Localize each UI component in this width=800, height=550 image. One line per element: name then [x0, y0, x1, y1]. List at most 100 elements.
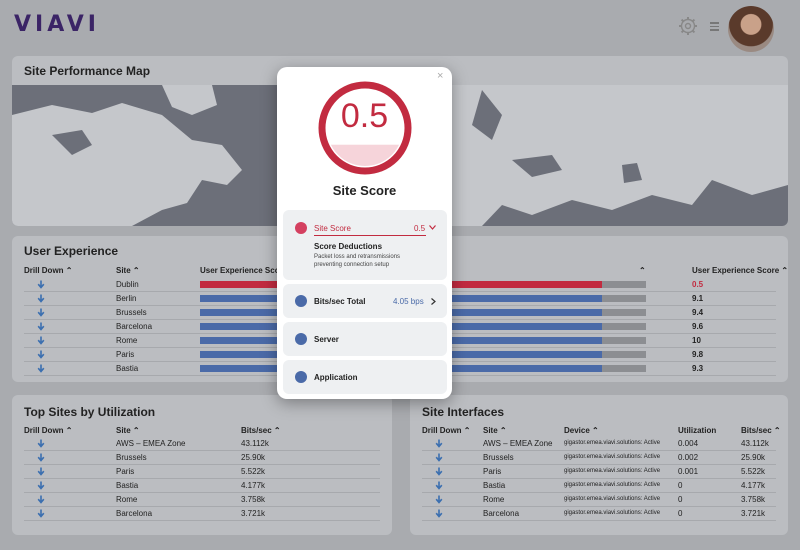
si-site-cell: Bastia — [483, 481, 506, 490]
menu-icon[interactable] — [710, 22, 719, 31]
site-score-title: Site Score — [332, 183, 397, 198]
si-header-site[interactable]: Site ⌃ — [483, 426, 507, 435]
row-divider — [24, 492, 380, 493]
si-device-cell: gigastor.emea.viavi.solutions: Active — [564, 454, 661, 460]
ux-score-bar-right — [452, 281, 602, 288]
ux-score-value: 9.4 — [692, 308, 704, 317]
site-score-panel[interactable]: Site Score 0.5 Score Deductions Packet l… — [283, 210, 447, 280]
ts-bits-cell: 5.522k — [241, 467, 266, 476]
si-utilization-cell: 0 — [678, 509, 683, 518]
drill-down-arrow-icon[interactable] — [37, 336, 45, 345]
ux-header-score[interactable]: User Experience Score — [200, 266, 288, 275]
drill-down-arrow-icon[interactable] — [435, 481, 443, 490]
chevron-right-icon[interactable] — [431, 298, 436, 305]
ux-score-bar-right — [452, 365, 602, 372]
drill-down-arrow-icon[interactable] — [37, 467, 45, 476]
ux-score-bar-right — [452, 323, 602, 330]
user-avatar[interactable] — [728, 6, 774, 52]
ts-bits-cell: 25.90k — [241, 453, 266, 462]
si-bits-cell: 43.112k — [741, 439, 769, 448]
si-header-drill-down[interactable]: Drill Down ⌃ — [422, 426, 471, 435]
ux-score-value: 0.5 — [692, 280, 704, 289]
drill-down-arrow-icon[interactable] — [37, 322, 45, 331]
si-header-bits[interactable]: Bits/sec ⌃ — [741, 426, 781, 435]
status-dot-blue — [295, 371, 307, 383]
ts-site-cell: Paris — [116, 467, 135, 476]
si-device-cell: gigastor.emea.viavi.solutions: Active — [564, 510, 661, 516]
row-divider — [422, 464, 776, 465]
ux-header-score-right[interactable]: User Experience Score ⌃ — [692, 266, 789, 275]
ux-header-site[interactable]: Site ⌃ — [116, 266, 140, 275]
si-utilization-cell: 0 — [678, 481, 683, 490]
map-card-title: Site Performance Map — [24, 64, 151, 78]
application-panel-label: Application — [314, 373, 358, 382]
ux-header-drill-down[interactable]: Drill Down ⌃ — [24, 266, 73, 275]
map-landmass — [12, 85, 788, 226]
score-underline — [314, 235, 426, 236]
drill-down-arrow-icon[interactable] — [37, 439, 45, 448]
si-bits-cell: 4.177k — [741, 481, 766, 490]
ts-site-cell: Brussels — [116, 453, 147, 462]
si-header-device[interactable]: Device ⌃ — [564, 426, 599, 435]
site-interfaces-card: Site Interfaces Drill Down ⌃ Site ⌃ Devi… — [410, 395, 788, 535]
gauge-fill — [327, 144, 403, 166]
score-panel-label: Site Score — [314, 224, 351, 233]
drill-down-arrow-icon[interactable] — [37, 308, 45, 317]
si-header-utilization[interactable]: Utilization — [678, 426, 717, 435]
ts-header-site[interactable]: Site ⌃ — [116, 426, 140, 435]
drill-down-arrow-icon[interactable] — [37, 280, 45, 289]
bits-panel-label: Bits/sec Total — [314, 297, 366, 306]
server-panel-label: Server — [314, 335, 339, 344]
score-deductions-title: Score Deductions — [314, 242, 383, 251]
drill-down-arrow-icon[interactable] — [435, 495, 443, 504]
drill-down-arrow-icon[interactable] — [435, 453, 443, 462]
ux-score-value: 9.6 — [692, 322, 704, 331]
gear-icon[interactable] — [678, 16, 698, 36]
drill-down-arrow-icon[interactable] — [37, 453, 45, 462]
ts-header-bits[interactable]: Bits/sec ⌃ — [241, 426, 281, 435]
ux-site-cell: Brussels — [116, 308, 147, 317]
ts-header-drill-down[interactable]: Drill Down ⌃ — [24, 426, 73, 435]
drill-down-arrow-icon[interactable] — [37, 495, 45, 504]
drill-down-arrow-icon[interactable] — [435, 439, 443, 448]
viavi-logo[interactable]: VIAVI — [14, 12, 100, 37]
drill-down-arrow-icon[interactable] — [435, 509, 443, 518]
score-deduction-line-2: preventing connection setup — [314, 262, 390, 268]
ux-score-bar-remainder — [602, 337, 646, 344]
ux-score-bar-remainder — [602, 351, 646, 358]
ux-card-title: User Experience — [24, 244, 119, 258]
ux-score-bar-left — [200, 281, 278, 288]
si-site-cell: Rome — [483, 495, 505, 504]
close-icon[interactable]: × — [437, 70, 444, 82]
ux-score-bar-left — [200, 351, 278, 358]
ux-score-bar-right — [452, 337, 602, 344]
row-divider — [422, 506, 776, 507]
server-panel[interactable]: Server — [283, 322, 447, 356]
si-device-cell: gigastor.emea.viavi.solutions: Active — [564, 468, 661, 474]
score-deduction-line-1: Packet loss and retransmissions — [314, 254, 401, 260]
bits-total-panel[interactable]: Bits/sec Total 4.05 bps — [283, 284, 447, 318]
ts-site-cell: Barcelona — [116, 509, 153, 518]
chevron-down-icon[interactable] — [429, 225, 436, 230]
application-panel[interactable]: Application — [283, 360, 447, 394]
ux-score-bar-left — [200, 323, 278, 330]
drill-down-arrow-icon[interactable] — [37, 509, 45, 518]
drill-down-arrow-icon[interactable] — [435, 467, 443, 476]
ux-score-bar-right — [452, 351, 602, 358]
ux-score-bar-left — [200, 295, 278, 302]
drill-down-arrow-icon[interactable] — [37, 350, 45, 359]
ux-header-sort-icon[interactable]: ⌃ — [639, 266, 646, 275]
row-divider — [422, 492, 776, 493]
ux-score-bar-left — [200, 309, 278, 316]
si-site-cell: Paris — [483, 467, 502, 476]
drill-down-arrow-icon[interactable] — [37, 294, 45, 303]
site-interfaces-title: Site Interfaces — [422, 405, 505, 419]
ux-site-cell: Bastia — [116, 364, 139, 373]
drill-down-arrow-icon[interactable] — [37, 481, 45, 490]
row-divider — [422, 478, 776, 479]
si-site-cell: Brussels — [483, 453, 514, 462]
drill-down-arrow-icon[interactable] — [37, 364, 45, 373]
score-panel-value: 0.5 — [414, 224, 426, 233]
row-divider — [24, 450, 380, 451]
row-divider — [422, 450, 776, 451]
